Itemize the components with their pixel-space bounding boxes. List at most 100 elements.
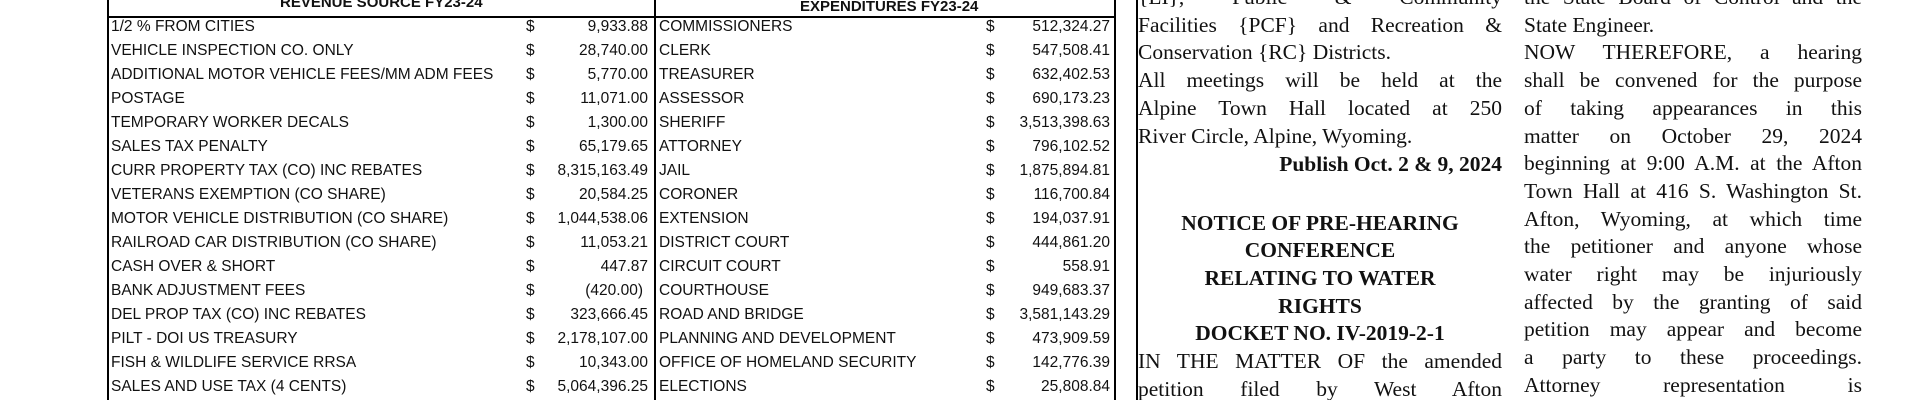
row-label: VEHICLE INSPECTION CO. ONLY [111, 42, 354, 59]
currency-symbol: $ [986, 258, 995, 275]
row-amount: 142,776.39 [1032, 354, 1110, 371]
row-label: RAILROAD CAR DISTRIBUTION (CO SHARE) [111, 234, 437, 251]
row-amount: 194,037.91 [1032, 210, 1110, 227]
currency-symbol: $ [986, 354, 995, 371]
notice-line: Attorney representation is [1524, 372, 1862, 397]
currency-symbol: $ [526, 330, 535, 347]
row-label: BANK ADJUSTMENT FEES [111, 282, 306, 299]
row-label: ASSESSOR [659, 90, 745, 107]
row-amount: 11,071.00 [580, 90, 648, 107]
row-amount: 796,102.52 [1032, 138, 1110, 155]
notice-heading: RIGHTS [1278, 293, 1362, 318]
row-label: DEL PROP TAX (CO) INC REBATES [111, 306, 366, 323]
row-amount: 8,315,163.49 [557, 162, 648, 179]
notice-line: Alpine Town Hall located at 250 [1138, 95, 1502, 120]
currency-symbol: $ [986, 90, 995, 107]
row-amount: 5,064,396.25 [557, 378, 648, 395]
notice-line: Conservation {RC} Districts. [1138, 40, 1391, 65]
currency-symbol: $ [986, 66, 995, 83]
row-label: ADDITIONAL MOTOR VEHICLE FEES/MM ADM FEE… [111, 66, 494, 83]
row-amount: 447.87 [600, 258, 648, 275]
notice-line: the petitioner and anyone whose [1524, 234, 1862, 259]
currency-symbol: $ [986, 162, 995, 179]
currency-symbol: $ [526, 258, 535, 275]
currency-symbol: $ [526, 90, 535, 107]
table-divider [654, 0, 656, 400]
currency-symbol: $ [986, 18, 995, 35]
row-amount: 547,508.41 [1032, 42, 1110, 59]
notice-heading: RELATING TO WATER [1204, 266, 1436, 290]
currency-symbol: $ [526, 114, 535, 131]
row-amount: 28,740.00 [579, 42, 648, 59]
row-amount: 2,178,107.00 [557, 330, 648, 347]
row-label: CORONER [659, 186, 739, 203]
row-label: CASH OVER & SHORT [111, 258, 276, 275]
row-amount: 323,666.45 [570, 306, 648, 323]
row-amount: 25,808.84 [1041, 378, 1110, 395]
row-amount: 116,700.84 [1033, 186, 1110, 203]
row-label: POSTAGE [111, 90, 185, 107]
currency-symbol: $ [526, 162, 535, 179]
row-label: DISTRICT COURT [659, 234, 790, 251]
expenditures-header: EXPENDITURES FY23-24 [800, 0, 979, 15]
currency-symbol: $ [986, 330, 995, 347]
row-amount: 473,909.59 [1032, 330, 1110, 347]
row-amount: 10,343.00 [579, 354, 648, 371]
currency-symbol: $ [526, 18, 535, 35]
row-amount: 5,770.00 [587, 66, 648, 83]
row-amount: 65,179.65 [579, 138, 648, 155]
row-amount: 558.91 [1062, 258, 1110, 275]
row-amount: (420.00) [585, 282, 643, 299]
row-label: VETERANS EXEMPTION (CO SHARE) [111, 186, 386, 203]
row-amount: 690,173.23 [1032, 90, 1110, 107]
row-label: ATTORNEY [659, 138, 742, 155]
notice-line: affected by the granting of said [1524, 289, 1862, 314]
row-label: CLERK [659, 42, 711, 59]
row-amount: 512,324.27 [1032, 18, 1110, 35]
currency-symbol: $ [526, 210, 535, 227]
currency-symbol: $ [526, 354, 535, 371]
row-label: ELECTIONS [659, 378, 747, 395]
row-label: CURR PROPERTY TAX (CO) INC REBATES [111, 162, 423, 179]
revenue-header: REVENUE SOURCE FY23-24 [280, 0, 483, 11]
notice-line: River Circle, Alpine, Wyoming. [1138, 123, 1413, 148]
publish-line: Publish Oct. 2 & 9, 2024 [1279, 152, 1502, 177]
row-label: TREASURER [659, 66, 755, 83]
currency-symbol: $ [526, 42, 535, 59]
currency-symbol: $ [986, 138, 995, 155]
table-right-border [1114, 0, 1116, 400]
row-amount: 1,300.00 [587, 114, 648, 131]
row-label: EXTENSION [659, 210, 749, 227]
currency-symbol: $ [526, 138, 535, 155]
row-label: PLANNING AND DEVELOPMENT [659, 330, 896, 347]
currency-symbol: $ [526, 306, 535, 323]
row-label: SHERIFF [659, 114, 726, 131]
notice-line: matter on October 29, 2024 [1524, 123, 1862, 148]
currency-symbol: $ [986, 282, 995, 299]
currency-symbol: $ [986, 306, 995, 323]
notice-line: shall be convened for the purpose [1524, 68, 1862, 93]
notice-line: {LI}, Public & Community [1138, 0, 1502, 11]
row-label: PILT - DOI US TREASURY [111, 330, 298, 347]
row-label: SALES TAX PENALTY [111, 138, 268, 155]
row-label: OFFICE OF HOMELAND SECURITY [659, 354, 917, 371]
notice-line: State Engineer. [1524, 12, 1655, 37]
row-label: ROAD AND BRIDGE [659, 306, 804, 323]
row-amount: 3,513,398.63 [1019, 114, 1110, 131]
row-label: CIRCUIT COURT [659, 258, 781, 275]
row-label: FISH & WILDLIFE SERVICE RRSA [111, 354, 357, 371]
table-left-border [107, 0, 109, 400]
notice-heading: NOTICE OF PRE-HEARING [1181, 210, 1459, 235]
notice-line: IN THE MATTER OF the amended [1138, 349, 1502, 374]
notice-line: All meetings will be held at the [1138, 68, 1502, 93]
row-label: SALES AND USE TAX (4 CENTS) [111, 378, 347, 395]
row-amount: 9,933.88 [587, 18, 648, 35]
currency-symbol: $ [986, 186, 995, 203]
row-amount: 11,053.21 [580, 234, 648, 251]
notice-line: beginning at 9:00 A.M. at the Afton [1524, 151, 1862, 176]
row-amount: 1,044,538.06 [557, 210, 648, 227]
currency-symbol: $ [986, 234, 995, 251]
